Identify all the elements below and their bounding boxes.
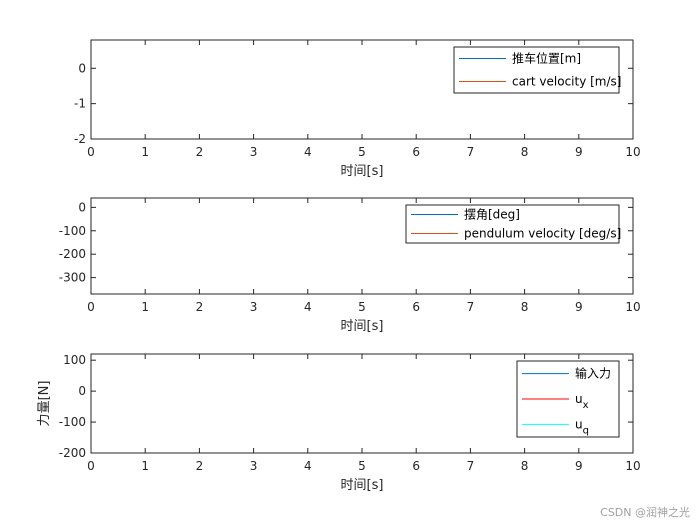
x-axis-label: 时间[s] [341, 319, 384, 334]
legend-label: 推车位置[m] [512, 51, 581, 66]
subplot-pendulum: 0 1 2 3 4 5 6 7 8 9 10 -300 -200 -100 0 时间[s] 摆角[deg] pen… [59, 197, 641, 334]
x-tick-label: 6 [412, 300, 420, 314]
x-tick-label: 9 [575, 300, 583, 314]
x-tick-label: 4 [304, 459, 312, 473]
y-tick-label: 100 [63, 353, 86, 367]
x-tick-label: 0 [87, 145, 95, 159]
y-tick-label: -100 [59, 415, 86, 429]
x-tick-label: 7 [467, 459, 475, 473]
subplot-cart: 0 1 2 3 4 5 6 7 8 9 10 -2 -1 0 时间[s] 推车位置[m] cart veloci… [74, 39, 641, 179]
y-tick-label: -1 [74, 97, 86, 111]
x-tick-label: 0 [87, 300, 95, 314]
x-tick-label: 3 [250, 459, 258, 473]
x-axis-label: 时间[s] [341, 164, 384, 179]
x-tick-label: 8 [521, 459, 529, 473]
legend: 推车位置[m] cart velocity [m/s] [453, 46, 621, 94]
x-tick-label: 3 [250, 145, 258, 159]
legend-label: 摆角[deg] [464, 208, 520, 222]
y-tick-label: 0 [78, 200, 86, 214]
x-tick-label: 2 [196, 300, 204, 314]
x-tick-label: 7 [467, 145, 475, 159]
x-tick-label: 9 [575, 145, 583, 159]
x-tick-label: 5 [358, 145, 366, 159]
x-tick-label: 8 [521, 145, 529, 159]
legend-label: cart velocity [m/s] [512, 75, 621, 89]
legend-box [405, 204, 620, 244]
y-tick-label: 0 [78, 384, 86, 398]
y-tick-label: -300 [59, 271, 86, 285]
y-axis-label: 力量[N] [37, 381, 52, 427]
x-tick-label: 2 [196, 459, 204, 473]
x-tick-label: 3 [250, 300, 258, 314]
legend-label: 输入力 [575, 366, 611, 381]
y-tick-label: -100 [59, 224, 86, 238]
x-tick-label: 2 [196, 145, 204, 159]
x-tick-label: 5 [358, 300, 366, 314]
legend-label: pendulum velocity [deg/s] [464, 227, 621, 241]
x-tick-label: 4 [304, 300, 312, 314]
x-tick-label: 8 [521, 300, 529, 314]
x-tick-label: 0 [87, 459, 95, 473]
x-tick-label: 6 [412, 145, 420, 159]
x-tick-label: 10 [625, 300, 640, 314]
x-tick-label: 10 [625, 145, 640, 159]
x-tick-label: 6 [412, 459, 420, 473]
legend-box [453, 46, 620, 94]
y-tick-label: -2 [74, 132, 86, 146]
x-axis-label: 时间[s] [341, 478, 384, 493]
x-tick-label: 1 [141, 300, 149, 314]
y-tick-label: 0 [78, 61, 86, 75]
subplot-force: 0 1 2 3 4 5 6 7 8 9 10 -200 -100 0 100 时间[s] 力量[N] 输入力uxu… [37, 353, 641, 493]
x-tick-label: 10 [625, 459, 640, 473]
x-tick-label: 1 [141, 459, 149, 473]
x-tick-label: 5 [358, 459, 366, 473]
watermark: CSDN @润神之光 [600, 505, 690, 519]
x-tick-label: 7 [467, 300, 475, 314]
x-tick-label: 4 [304, 145, 312, 159]
x-tick-label: 1 [141, 145, 149, 159]
legend: 摆角[deg] pendulum velocity [deg/s] [405, 204, 621, 244]
y-tick-label: -200 [59, 446, 86, 460]
x-tick-label: 9 [575, 459, 583, 473]
y-tick-label: -200 [59, 247, 86, 261]
